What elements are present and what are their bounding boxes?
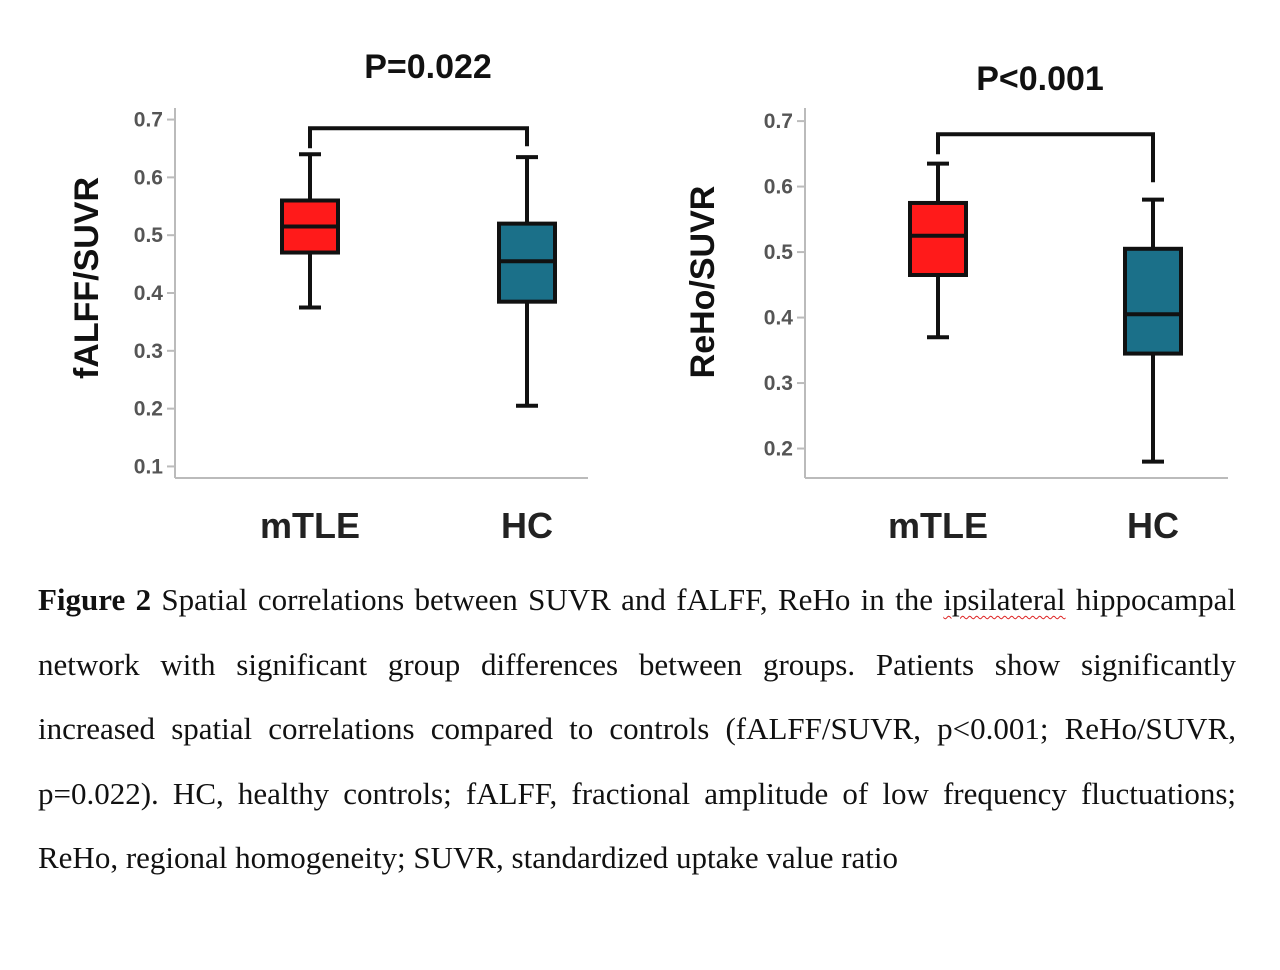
figure-caption: Figure 2 Spatial correlations between SU… [38, 568, 1236, 891]
y-tick-label: 0.3 [134, 340, 163, 363]
significance-bracket [936, 132, 1155, 183]
x-category-label: mTLE [888, 505, 988, 546]
y-tick-label: 0.4 [134, 282, 164, 305]
box-hc [1123, 246, 1183, 356]
caption-text-before: Spatial correlations between SUVR and fA… [151, 582, 944, 617]
y-tick-label: 0.6 [134, 166, 163, 189]
y-tick-label: 0.3 [764, 372, 793, 395]
y-tick-label: 0.5 [134, 224, 164, 247]
y-tick-label: 0.2 [134, 398, 163, 421]
x-category-label: HC [501, 505, 553, 546]
y-tick-label: 0.2 [764, 438, 793, 461]
caption-flagged-word: ipsilateral [943, 582, 1066, 617]
y-tick-label: 0.6 [764, 176, 793, 199]
y-axis-label: ReHo/SUVR [684, 186, 722, 379]
chart-panel-2: 0.2 0.3 0.4 0.5 0.6 0.7 ReHo/SUVR mTLE HC P<0.001 [684, 60, 1228, 546]
y-tick-label: 0.1 [134, 455, 164, 478]
p-value-label: P<0.001 [976, 60, 1104, 98]
y-tick-label: 0.7 [764, 110, 793, 133]
caption-text-after: hippocampal network with significant gro… [38, 582, 1236, 876]
figure-panels: 0.1 0.2 0.3 0.4 0.5 0.6 0.7 fALFF/SUVR mTLE HC P=0… [68, 48, 1228, 546]
y-tick-label: 0.5 [764, 241, 794, 264]
chart-panel-1: 0.1 0.2 0.3 0.4 0.5 0.6 0.7 fALFF/SUVR mTLE HC P=0… [68, 48, 588, 546]
caption-lead: Figure 2 [38, 582, 152, 617]
significance-bracket [308, 126, 529, 149]
x-category-label: mTLE [260, 505, 360, 546]
p-value-label: P=0.022 [364, 48, 492, 86]
y-tick-label: 0.7 [134, 109, 163, 132]
y-axis-label: fALFF/SUVR [68, 177, 106, 379]
x-category-label: HC [1127, 505, 1179, 546]
box-mtle [908, 200, 968, 277]
y-tick-label: 0.4 [764, 307, 794, 330]
